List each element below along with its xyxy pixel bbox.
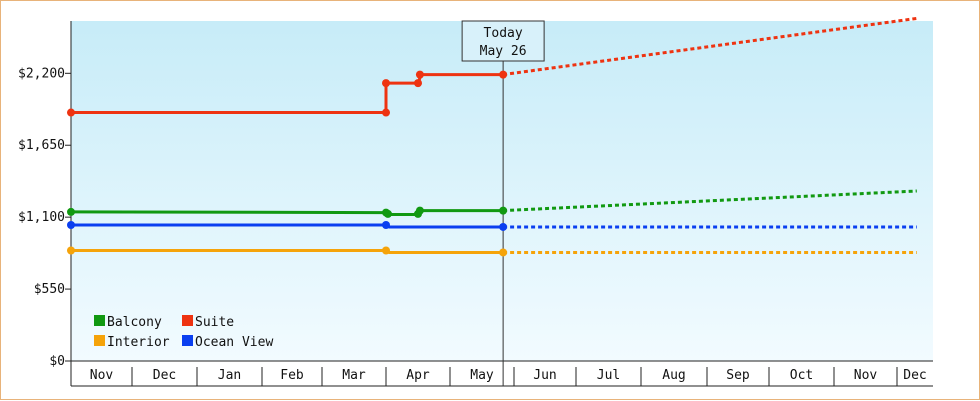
data-point-interior [499, 248, 508, 257]
legend-swatch-ocean-view [182, 335, 193, 346]
data-point-suite [382, 108, 390, 117]
y-tick-label: $550 [34, 282, 65, 297]
legend-swatch-interior [94, 335, 105, 346]
month-label: Nov [90, 368, 114, 383]
month-label: May [470, 368, 494, 383]
month-label: Oct [790, 368, 813, 383]
data-point-suite [414, 79, 422, 88]
today-label: Today [484, 26, 523, 41]
month-label: Jun [533, 368, 556, 383]
legend-label-balcony: Balcony [107, 315, 162, 330]
data-point-suite [382, 79, 390, 88]
today-date: May 26 [480, 44, 527, 59]
data-point-ocean-view [382, 221, 390, 229]
data-point-balcony [383, 209, 392, 218]
month-label: Mar [342, 368, 366, 383]
legend-swatch-suite [182, 315, 193, 326]
legend-label-interior: Interior [107, 335, 170, 350]
month-label: Jan [218, 368, 241, 383]
data-point-interior [67, 246, 75, 255]
month-label: Dec [153, 368, 176, 383]
legend-label-ocean-view: Ocean View [195, 335, 273, 350]
forecast-line-balcony [503, 189, 917, 213]
data-point-suite [499, 70, 508, 79]
data-point-ocean-view [67, 221, 75, 229]
month-label: Jul [597, 368, 620, 383]
data-point-balcony [499, 206, 508, 215]
data-point-balcony [67, 207, 75, 216]
series-line-balcony [70, 209, 504, 216]
month-label: Aug [662, 368, 685, 383]
y-tick-label: $2,200 [18, 66, 65, 81]
legend-swatch-balcony [94, 315, 105, 326]
series-line-suite [71, 73, 504, 114]
y-tick-label: $1,100 [18, 210, 65, 225]
data-point-balcony [415, 206, 424, 215]
month-label: Apr [406, 368, 430, 383]
data-point-suite [415, 70, 424, 79]
y-tick-label: $1,650 [18, 138, 65, 153]
month-label: Sep [726, 368, 750, 383]
today-box [461, 20, 545, 62]
month-label: Dec [903, 368, 926, 383]
data-point-ocean-view [499, 222, 508, 231]
month-label: Feb [280, 368, 304, 383]
legend-label-suite: Suite [195, 315, 234, 330]
data-point-suite [67, 108, 75, 117]
data-point-interior [382, 246, 390, 255]
month-label: Nov [854, 368, 878, 383]
y-tick-label: $0 [49, 354, 65, 369]
